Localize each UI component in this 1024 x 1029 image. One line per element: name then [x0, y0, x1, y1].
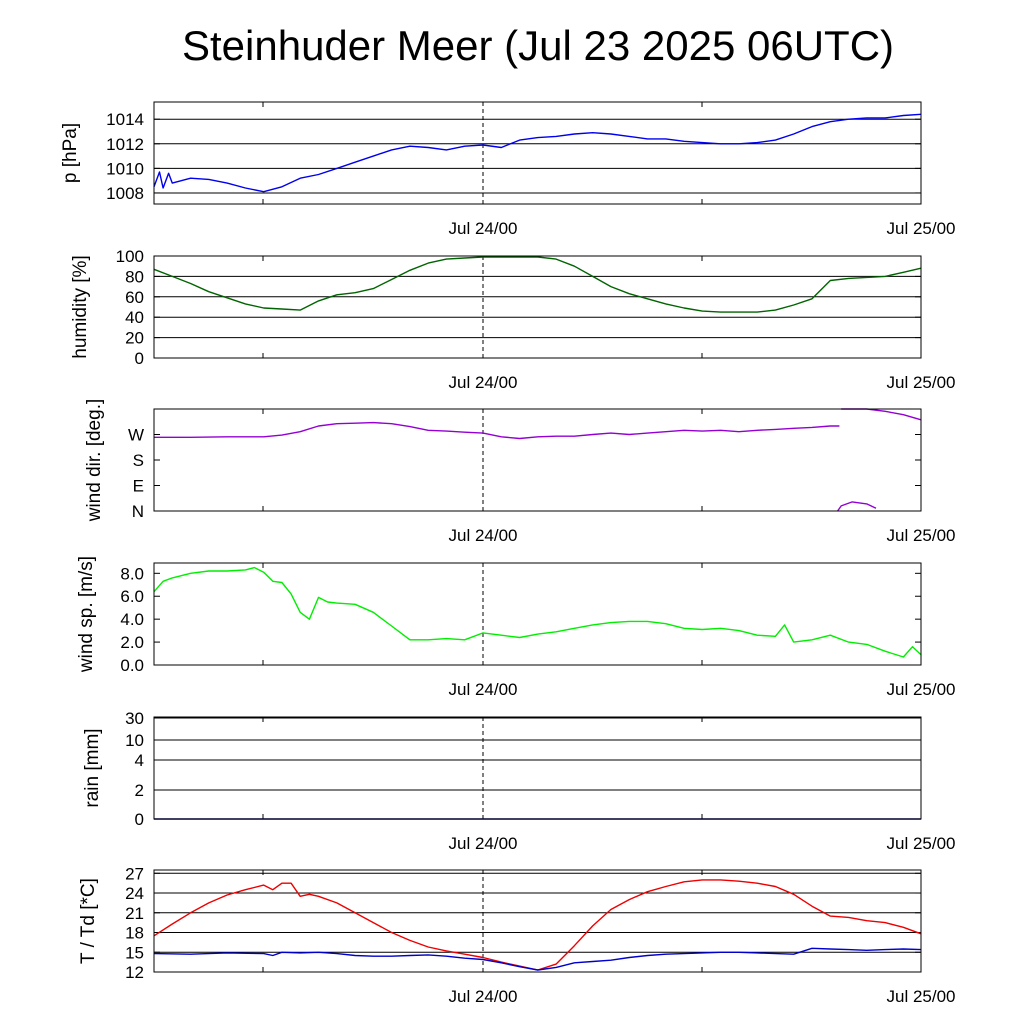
y-axis-label: humidity [%] — [70, 255, 91, 358]
series-line — [153, 256, 922, 313]
y-axis-label: wind sp. [m/s] — [76, 556, 97, 673]
y-tick-label: 4.0 — [120, 610, 144, 629]
y-tick-label: 80 — [125, 267, 144, 286]
x-tick-label: Jul 24/00 — [449, 680, 518, 699]
y-tick-label: 12 — [125, 963, 144, 982]
panel-frame — [153, 408, 922, 512]
x-tick-label: Jul 25/00 — [887, 373, 956, 392]
x-tick-label: Jul 24/00 — [449, 834, 518, 853]
y-tick-label: 1008 — [106, 184, 144, 203]
y-tick-label: 4 — [135, 751, 144, 770]
y-tick-label: 20 — [125, 329, 144, 348]
chart-title: Steinhuder Meer (Jul 23 2025 06UTC) — [181, 22, 895, 69]
y-tick-label: 100 — [116, 247, 144, 266]
y-axis-label: rain [mm] — [82, 728, 103, 807]
y-tick-label: 27 — [125, 864, 144, 883]
x-tick-label: Jul 25/00 — [887, 987, 956, 1006]
x-tick-label: Jul 24/00 — [449, 219, 518, 238]
y-tick-label: S — [133, 451, 144, 470]
panel-1: 1008 1010 1012 1014 Jul 24/00 Jul 25/00 p [hPa… — [60, 101, 956, 238]
x-tick-label: Jul 24/00 — [449, 987, 518, 1006]
x-tick-label: Jul 25/00 — [887, 526, 956, 545]
y-axis-label: p [hPa] — [60, 123, 81, 183]
x-tick-label: Jul 25/00 — [887, 680, 956, 699]
series-line — [837, 501, 877, 512]
y-tick-label: 1014 — [106, 110, 144, 129]
y-tick-label: 6.0 — [120, 587, 144, 606]
x-tick-label: Jul 25/00 — [887, 219, 956, 238]
panel-frame — [153, 869, 922, 973]
y-tick-label: 18 — [125, 924, 144, 943]
y-tick-label: 60 — [125, 288, 144, 307]
y-tick-label: 2 — [135, 781, 144, 800]
y-axis-label: wind dir. [deg.] — [84, 399, 105, 523]
series-line — [841, 408, 922, 421]
x-tick-label: Jul 25/00 — [887, 834, 956, 853]
y-tick-label: 24 — [125, 884, 144, 903]
y-tick-label: 10 — [125, 731, 144, 750]
y-tick-label: E — [133, 477, 144, 496]
y-tick-label: 2.0 — [120, 633, 144, 652]
panel-frame — [153, 101, 922, 205]
y-tick-label: 0.0 — [120, 656, 144, 675]
panel-frame — [153, 716, 922, 820]
series-line — [154, 421, 840, 440]
panel-5: 0 2 410 30 Jul 24/00 Jul 25/00 rain [mm] — [82, 709, 956, 853]
x-tick-label: Jul 24/00 — [449, 526, 518, 545]
x-tick-label: Jul 24/00 — [449, 373, 518, 392]
y-tick-label: N — [132, 502, 144, 521]
y-tick-label: 40 — [125, 308, 144, 327]
panel-frame — [153, 562, 922, 666]
y-tick-label: 21 — [125, 904, 144, 923]
y-tick-label: 30 — [125, 709, 144, 728]
series-line — [153, 947, 922, 971]
panel-4: 0.0 2.0 4.0 6.0 8.0 Jul 24/00 Jul 25/00 wind sp… — [76, 556, 956, 699]
y-tick-label: 0 — [135, 810, 144, 829]
y-tick-label: 0 — [135, 349, 144, 368]
y-tick-label: 1012 — [106, 135, 144, 154]
y-tick-label: 1010 — [106, 159, 144, 178]
y-tick-label: 15 — [125, 943, 144, 962]
y-tick-label: W — [128, 426, 144, 445]
series-line — [153, 566, 922, 658]
y-tick-label: 8.0 — [120, 564, 144, 583]
panel-frame — [153, 255, 922, 359]
series-line — [153, 113, 922, 193]
y-axis-label: T / Td [*C] — [78, 878, 99, 964]
